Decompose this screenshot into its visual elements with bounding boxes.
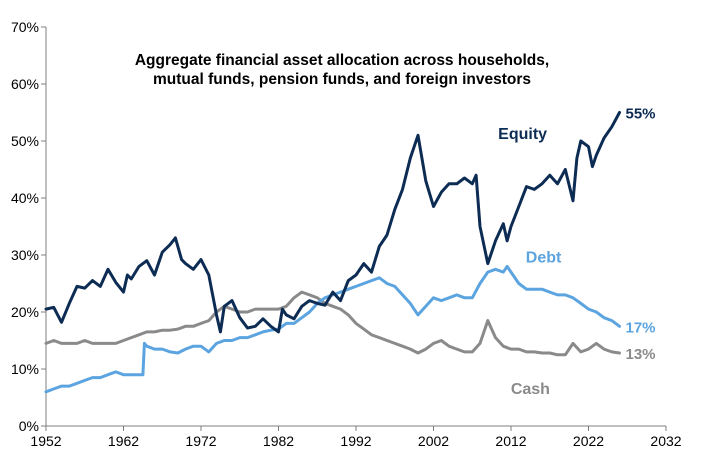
chart-title-line-1: Aggregate financial asset allocation acr…: [135, 52, 549, 69]
y-tick-label: 40%: [11, 190, 39, 206]
x-tick-label: 1962: [108, 433, 139, 449]
y-tick-label: 20%: [11, 304, 39, 320]
series-end-label-debt: 17%: [626, 319, 656, 336]
series-line-cash: [44, 290, 621, 357]
y-axis: 0% 10% 20% 30% 40% 50% 60% 70%: [11, 19, 47, 434]
y-tick-label: 60%: [11, 76, 39, 92]
series-line-equity: [44, 111, 621, 334]
series-name-label-cash: Cash: [511, 381, 550, 398]
x-tick-label: 1972: [185, 433, 216, 449]
x-tick-label: 2022: [573, 433, 604, 449]
y-tick-label: 10%: [11, 361, 39, 377]
chart-title-line-2: mutual funds, pension funds, and foreign…: [153, 71, 531, 88]
x-tick-label: 1992: [340, 433, 371, 449]
y-tick-label: 50%: [11, 133, 39, 149]
y-tick-label: 0%: [19, 418, 39, 434]
x-tick-label: 2032: [650, 433, 681, 449]
chart-title: Aggregate financial asset allocation acr…: [135, 52, 549, 88]
x-tick-label: 2012: [495, 433, 526, 449]
y-tick-label: 70%: [11, 19, 39, 35]
x-tick-label: 2002: [418, 433, 449, 449]
series-labels: Equity 55% Debt 17% Cash 13%: [498, 106, 655, 398]
series-name-label-equity: Equity: [498, 126, 547, 143]
x-tick-label: 1952: [30, 433, 61, 449]
x-axis: 1952 1962 1972 1982 1992 2002 2012 2022 2032: [30, 425, 682, 449]
series-end-label-equity: 55%: [626, 106, 656, 123]
series-name-label-debt: Debt: [526, 249, 562, 266]
series-lines: [44, 111, 621, 394]
x-tick-label: 1982: [263, 433, 294, 449]
series-end-label-cash: 13%: [626, 346, 656, 363]
y-tick-label: 30%: [11, 247, 39, 263]
